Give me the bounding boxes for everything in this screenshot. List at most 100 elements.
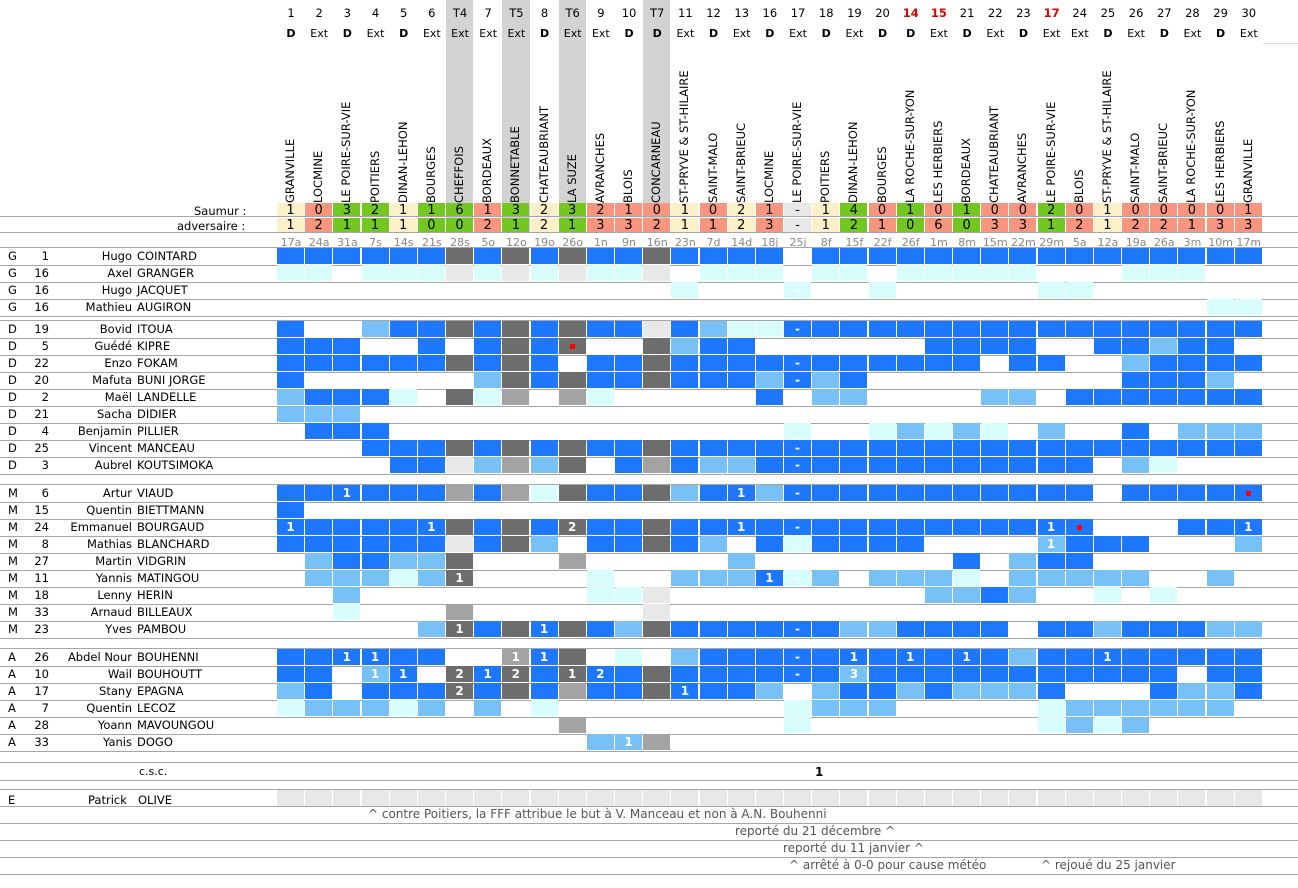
saumur-score: 0	[1009, 203, 1037, 218]
appearance-cell	[446, 536, 474, 552]
player-last-name: JACQUET	[137, 283, 188, 297]
appearance-cell	[868, 536, 896, 552]
appearance-cell	[417, 553, 445, 569]
appearance-cell	[671, 649, 699, 665]
appearance-cell	[699, 265, 727, 281]
appearance-cell	[361, 440, 389, 456]
player-first-name: Yannis	[95, 571, 132, 585]
match-date: 8m	[958, 236, 976, 249]
match-venue: Ext	[1070, 27, 1089, 40]
appearance-cell	[446, 440, 474, 456]
player-first-name: Lenny	[97, 588, 132, 602]
opponent-name: CHATEAUBRIANT	[536, 106, 551, 203]
adversaire-score-label: adversaire :	[177, 219, 246, 233]
appearance-cell	[1178, 389, 1206, 405]
appearance-cell	[474, 536, 502, 552]
appearance-cell	[615, 649, 643, 665]
appearance-cell	[755, 321, 783, 337]
player-position: D	[8, 441, 17, 455]
appearance-cell	[840, 621, 868, 637]
appearance-cell	[586, 519, 614, 535]
cup-column-band	[558, 0, 586, 233]
player-number: 33	[34, 735, 49, 749]
appearance-cell	[896, 519, 924, 535]
appearance-cell	[1150, 440, 1178, 456]
appearance-cell	[727, 321, 755, 337]
opponent-name: LA SUZE	[564, 154, 579, 203]
appearance-cell	[530, 248, 558, 264]
match-number: T5	[509, 6, 524, 20]
saumur-score: 0	[981, 203, 1009, 218]
appearance-cell	[924, 649, 952, 665]
appearance-cell	[671, 355, 699, 371]
coach-cell	[333, 790, 361, 806]
goal-count: 1	[953, 649, 981, 665]
row-divider	[0, 638, 1298, 639]
saumur-score: 1	[389, 203, 417, 218]
coach-cell	[1122, 790, 1150, 806]
appearance-cell	[671, 321, 699, 337]
appearance-cell	[1234, 389, 1262, 405]
appearance-cell	[1150, 649, 1178, 665]
appearance-cell	[1037, 553, 1065, 569]
appearance-cell	[446, 604, 474, 620]
postponed-marker: -	[784, 355, 812, 371]
appearance-cell	[1234, 683, 1262, 699]
appearance-cell	[953, 553, 981, 569]
opponent-column: BONNETABLE	[502, 55, 530, 203]
appearance-cell	[1009, 457, 1037, 473]
goal-count: 1	[474, 666, 502, 682]
appearance-cell	[474, 248, 502, 264]
opponent-name: LOCMINE	[311, 150, 326, 203]
appearance-cell	[305, 519, 333, 535]
appearance-cell	[953, 265, 981, 281]
appearance-cell	[896, 457, 924, 473]
player-last-name: BOUHOUTT	[137, 667, 203, 681]
goal-count: 1	[333, 485, 361, 501]
adversaire-score: 1	[699, 218, 727, 233]
adversaire-score: 6	[924, 218, 952, 233]
group-divider	[0, 484, 1298, 485]
opponent-column: AVRANCHES	[587, 55, 615, 203]
match-number: 8	[540, 6, 549, 20]
appearance-cell	[727, 265, 755, 281]
player-position: A	[8, 650, 16, 664]
appearance-cell	[1009, 553, 1037, 569]
appearance-cell	[868, 440, 896, 456]
appearance-cell	[671, 666, 699, 682]
appearance-cell	[643, 587, 671, 603]
appearance-cell	[924, 519, 952, 535]
appearance-cell	[361, 389, 389, 405]
appearance-cell	[896, 621, 924, 637]
appearance-cell	[1234, 248, 1262, 264]
appearance-cell	[417, 570, 445, 586]
opponent-column: SAINT-MALO	[1122, 55, 1150, 203]
match-number: 26	[1128, 6, 1144, 20]
saumur-score: 1	[953, 203, 981, 218]
appearance-cell	[1009, 248, 1037, 264]
appearance-cell	[953, 338, 981, 354]
match-number: 3	[343, 6, 351, 20]
player-last-name: MANCEAU	[137, 441, 195, 455]
match-date: 31a	[336, 236, 358, 249]
adversaire-score: 1	[333, 218, 361, 233]
player-row: G 16 Mathieu AUGIRON	[0, 299, 1298, 316]
appearance-cell	[981, 321, 1009, 337]
adversaire-score: 1	[868, 218, 896, 233]
appearance-cell	[812, 683, 840, 699]
appearance-cell	[812, 265, 840, 281]
match-date: 26f	[901, 236, 920, 249]
opponent-name: AVRANCHES	[592, 132, 607, 203]
appearance-cell	[389, 440, 417, 456]
appearance-cell	[305, 649, 333, 665]
saumur-score: 1	[1093, 203, 1121, 218]
player-row: M 11 Yannis MATINGOU 1 1-	[0, 570, 1298, 587]
appearance-cell	[699, 372, 727, 388]
saumur-score: 0	[305, 203, 333, 218]
player-last-name: DOGO	[137, 735, 173, 749]
appearance-cell	[586, 587, 614, 603]
appearance-cell	[615, 265, 643, 281]
adversaire-score: -	[784, 218, 812, 233]
appearance-cell	[530, 338, 558, 354]
appearance-cell	[389, 519, 417, 535]
